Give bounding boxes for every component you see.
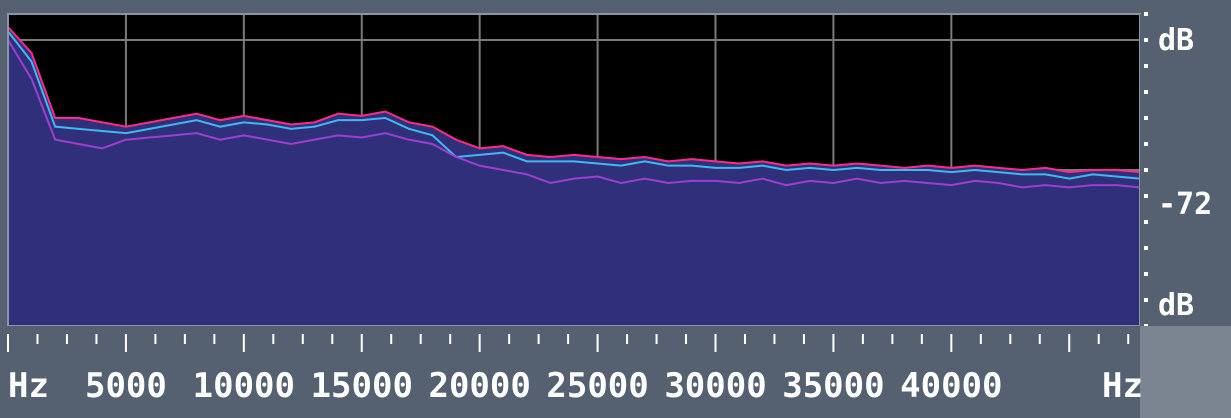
x-tick-label: 5000 <box>85 366 167 406</box>
x-unit-left: Hz <box>8 366 49 406</box>
y-dot <box>1144 12 1148 16</box>
x-tick-label: 20000 <box>428 366 530 406</box>
x-axis-panel <box>0 326 1140 418</box>
y-unit-bottom: dB <box>1158 288 1194 323</box>
y-dot <box>1144 272 1148 276</box>
y-dot <box>1144 298 1148 302</box>
x-tick-label: 10000 <box>193 366 295 406</box>
y-dot <box>1144 38 1148 42</box>
y-mid-label: -72 <box>1158 187 1212 222</box>
y-dot <box>1144 90 1148 94</box>
x-tick-label: 15000 <box>311 366 413 406</box>
series-line-1 <box>7 26 1141 174</box>
y-dot <box>1144 194 1148 198</box>
x-unit-right: Hz <box>1102 366 1143 406</box>
y-axis-panel <box>1140 14 1231 326</box>
corner-panel <box>1140 326 1231 418</box>
spectrum-series <box>7 26 1141 326</box>
x-axis-ticks <box>7 334 1130 352</box>
spectrum-fill <box>8 27 1140 326</box>
y-unit-top: dB <box>1158 23 1194 58</box>
x-tick-label: 35000 <box>782 366 884 406</box>
y-dot <box>1144 220 1148 224</box>
y-dot <box>1144 64 1148 68</box>
y-dot <box>1144 116 1148 120</box>
series-line-3 <box>7 39 1141 189</box>
y-dot <box>1144 246 1148 250</box>
x-tick-label: 25000 <box>546 366 648 406</box>
x-tick-label: 40000 <box>900 366 1002 406</box>
x-tick-label: 30000 <box>664 366 766 406</box>
y-dot <box>1144 142 1148 146</box>
series-line-2 <box>7 30 1141 180</box>
y-axis-dots <box>1144 12 1148 328</box>
x-axis-labels: 5000 10000 15000 20000 25000 30000 35000 40000 <box>85 366 1003 406</box>
y-dot <box>1144 168 1148 172</box>
